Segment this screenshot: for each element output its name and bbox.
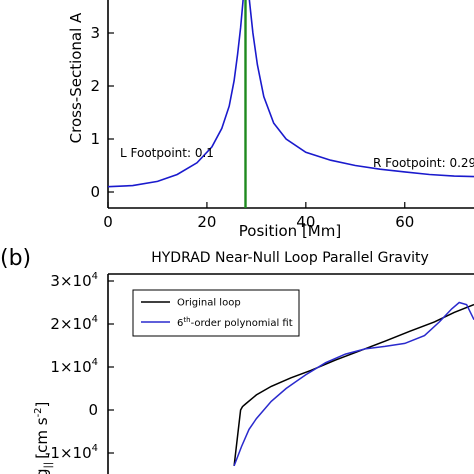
panel-b-y-tick-label: 3×104 (50, 271, 98, 290)
panel-b-ticks: 3×104 2×104 1×104 0 -1×104 (45, 271, 114, 462)
panel-b-y-tick-label: 0 (88, 401, 98, 419)
panel-a-ticks: 0 20 40 60 0 1 2 3 (90, 24, 414, 231)
panel-b-label: (b) (0, 246, 31, 271)
legend: Original loop 6th-order polynomial fit (132, 289, 300, 337)
panel-a-x-tick-label: 20 (197, 213, 216, 231)
series-original-loop-line (233, 303, 474, 466)
panel-a-ylabel: Cross-Sectional A (67, 12, 85, 143)
panel-a-x-tick-label: 40 (296, 213, 315, 231)
panel-b-y-tick-label: 2×104 (50, 314, 98, 333)
panel-a-x-tick-label: 0 (103, 213, 113, 231)
series-polynomial-fit-line (233, 301, 474, 467)
panel-a-y-tick-label: 1 (90, 130, 100, 148)
legend-label-fit: 6th-order polynomial fit (177, 316, 293, 329)
panel-b-ylabel: g||[cm s-2] (33, 402, 54, 474)
legend-label-original: Original loop (177, 298, 241, 309)
panel-b-y-tick-label: -1×104 (45, 443, 98, 462)
panel-a-area-curve (107, 0, 474, 188)
panel-b-y-tick-label: 1×104 (50, 357, 98, 376)
panel-a: 0 20 40 60 0 1 2 3 Cross-Sectional A Position [… (67, 0, 474, 240)
panel-b: (b) HYDRAD Near-Null Loop Parallel Gravi… (0, 246, 474, 474)
panel-a-x-tick-label: 60 (395, 213, 414, 231)
annotation-l-footpoint: L Footpoint: 0.1 (120, 146, 214, 160)
panel-a-y-tick-label: 2 (90, 77, 100, 95)
panel-b-title: HYDRAD Near-Null Loop Parallel Gravity (151, 250, 429, 266)
panel-a-y-tick-label: 0 (90, 183, 100, 201)
annotation-r-footpoint: R Footpoint: 0.29 (373, 156, 474, 170)
legend-box (132, 289, 300, 337)
panel-a-xlabel: Position [Mm] (239, 222, 341, 240)
panel-a-y-tick-label: 3 (90, 24, 100, 42)
